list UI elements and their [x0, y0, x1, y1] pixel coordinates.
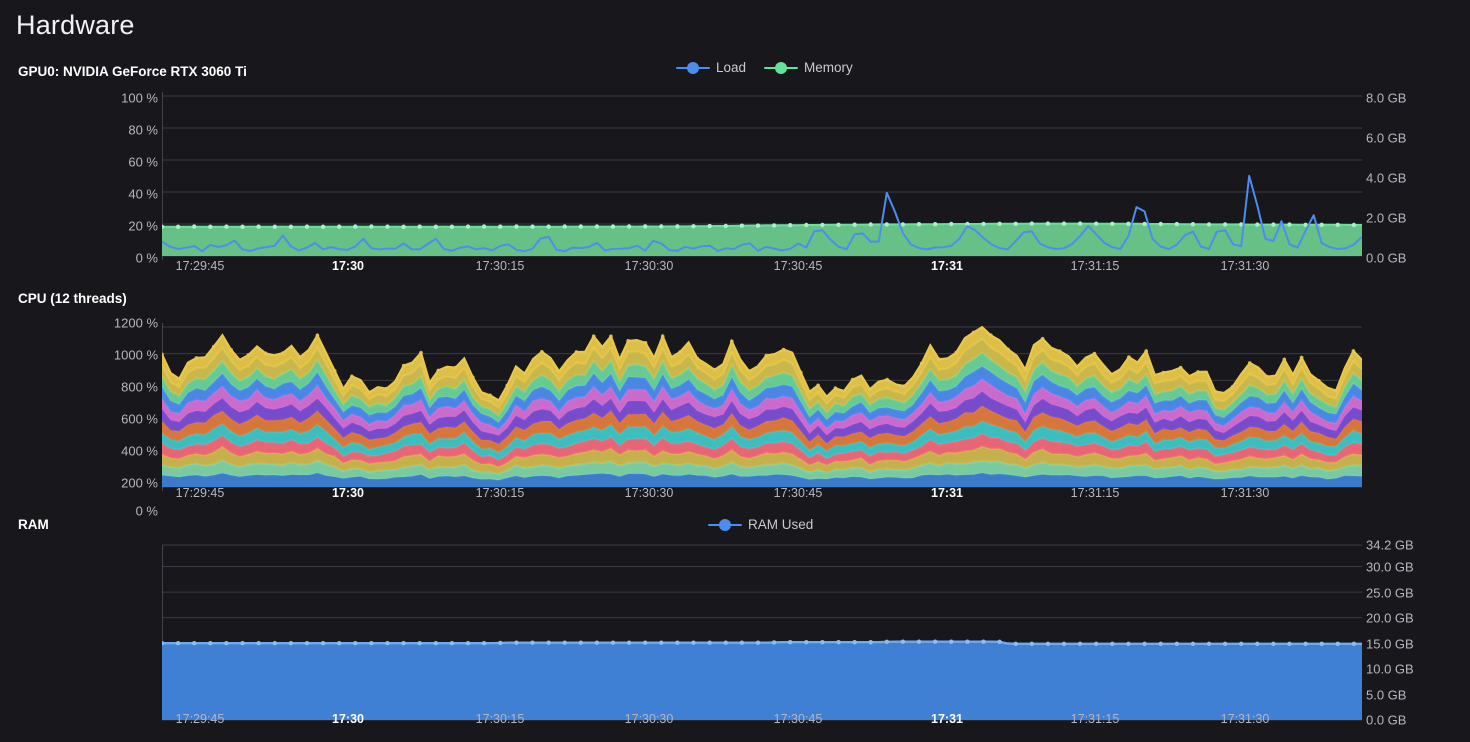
x-tick-label: 17:30: [332, 259, 364, 273]
x-tick-label: 17:31: [931, 486, 963, 500]
line-marker-icon: [764, 61, 799, 74]
line-marker-icon: [676, 61, 710, 74]
x-tick-label: 17:30:45: [773, 712, 823, 726]
y-tick-label: 400 %: [121, 443, 158, 459]
x-tick-label: 17:30:45: [773, 259, 823, 273]
x-tick-label: 17:31:30: [1220, 712, 1270, 726]
y2-tick-label: 30.0 GB: [1366, 559, 1414, 575]
x-tick-label: 17:29:45: [175, 712, 225, 726]
x-tick-label: 17:29:45: [175, 259, 225, 273]
line-marker-icon: [708, 518, 742, 531]
x-tick-label: 17:30:30: [624, 712, 674, 726]
y2-tick-label: 2.0 GB: [1366, 210, 1407, 226]
x-tick-label: 17:31:15: [1070, 486, 1120, 500]
y2-tick-label: 20.0 GB: [1366, 610, 1414, 626]
y-tick-label: 1200 %: [113, 315, 158, 331]
x-tick-label: 17:30: [332, 712, 364, 726]
x-tick-label: 17:29:45: [175, 486, 225, 500]
gpu-section-title: GPU0: NVIDIA GeForce RTX 3060 Ti: [18, 64, 247, 79]
ram-legend: RAM Used: [708, 517, 813, 532]
y2-tick-label: 6.0 GB: [1366, 130, 1407, 146]
x-tick-label: 17:31:30: [1220, 486, 1270, 500]
y2-tick-label: 5.0 GB: [1366, 687, 1407, 703]
legend-item-memory[interactable]: Memory: [764, 60, 853, 75]
x-tick-label: 17:30:15: [475, 712, 525, 726]
y2-tick-label: 0.0 GB: [1366, 712, 1407, 728]
legend-label-memory: Memory: [804, 60, 853, 75]
gpu-y-axis-right: 8.0 GB 6.0 GB 4.0 GB 2.0 GB 0.0 GB: [1366, 92, 1466, 265]
y-tick-label: 1000 %: [113, 347, 158, 363]
x-tick-label: 17:30:15: [475, 259, 525, 273]
y2-tick-label: 10.0 GB: [1366, 661, 1414, 677]
x-tick-label: 17:31: [931, 712, 963, 726]
y2-tick-label: 25.0 GB: [1366, 585, 1414, 601]
y-tick-label: 0 %: [135, 250, 158, 266]
y-tick-label: 800 %: [121, 379, 158, 395]
gpu-plot-area[interactable]: [162, 92, 1362, 264]
legend-item-load[interactable]: Load: [676, 60, 746, 75]
y-tick-label: 200 %: [121, 475, 158, 491]
gpu-legend: Load Memory: [676, 60, 853, 75]
legend-item-ram-used[interactable]: RAM Used: [708, 517, 813, 532]
y-tick-label: 100 %: [121, 90, 158, 106]
legend-label-load: Load: [716, 60, 747, 75]
page-title: Hardware: [16, 10, 135, 40]
y-tick-label: 60 %: [128, 154, 158, 170]
y2-tick-label: 34.2 GB: [1366, 537, 1414, 553]
ram-y-axis-right: 34.2 GB 30.0 GB 25.0 GB 20.0 GB 15.0 GB …: [1366, 539, 1466, 728]
y2-tick-label: 4.0 GB: [1366, 170, 1407, 186]
x-tick-label: 17:31: [931, 259, 963, 273]
ram-section: RAM RAM Used 34.2 GB 30.0 GB 25.0 GB 20.…: [0, 517, 1470, 742]
cpu-section: CPU (12 threads) 1200 % 1000 % 800 % 600…: [0, 291, 1470, 521]
y-tick-label: 20 %: [128, 218, 158, 234]
y-tick-label: 40 %: [128, 186, 158, 202]
y2-tick-label: 8.0 GB: [1366, 90, 1407, 106]
gpu-y-axis-left: 100 % 80 % 60 % 40 % 20 % 0 %: [0, 92, 158, 265]
ram-section-title: RAM: [18, 517, 49, 532]
cpu-plot-area[interactable]: [162, 317, 1362, 517]
y-tick-label: 80 %: [128, 122, 158, 138]
cpu-section-title: CPU (12 threads): [18, 291, 127, 306]
y2-tick-label: 15.0 GB: [1366, 636, 1414, 652]
ram-plot-area[interactable]: [162, 540, 1362, 725]
x-tick-label: 17:30:30: [624, 259, 674, 273]
legend-label-ram-used: RAM Used: [748, 517, 814, 532]
x-tick-label: 17:30:45: [773, 486, 823, 500]
cpu-y-axis-left: 1200 % 1000 % 800 % 600 % 400 % 200 % 0 …: [0, 317, 158, 519]
x-tick-label: 17:30:15: [475, 486, 525, 500]
x-tick-label: 17:30: [332, 486, 364, 500]
y-tick-label: 0 %: [135, 503, 158, 519]
y2-tick-label: 0.0 GB: [1366, 250, 1407, 266]
y-tick-label: 600 %: [121, 411, 158, 427]
x-tick-label: 17:31:30: [1220, 259, 1270, 273]
gpu-section: GPU0: NVIDIA GeForce RTX 3060 Ti Load Me…: [0, 60, 1470, 294]
x-tick-label: 17:31:15: [1070, 259, 1120, 273]
x-tick-label: 17:31:15: [1070, 712, 1120, 726]
x-tick-label: 17:30:30: [624, 486, 674, 500]
